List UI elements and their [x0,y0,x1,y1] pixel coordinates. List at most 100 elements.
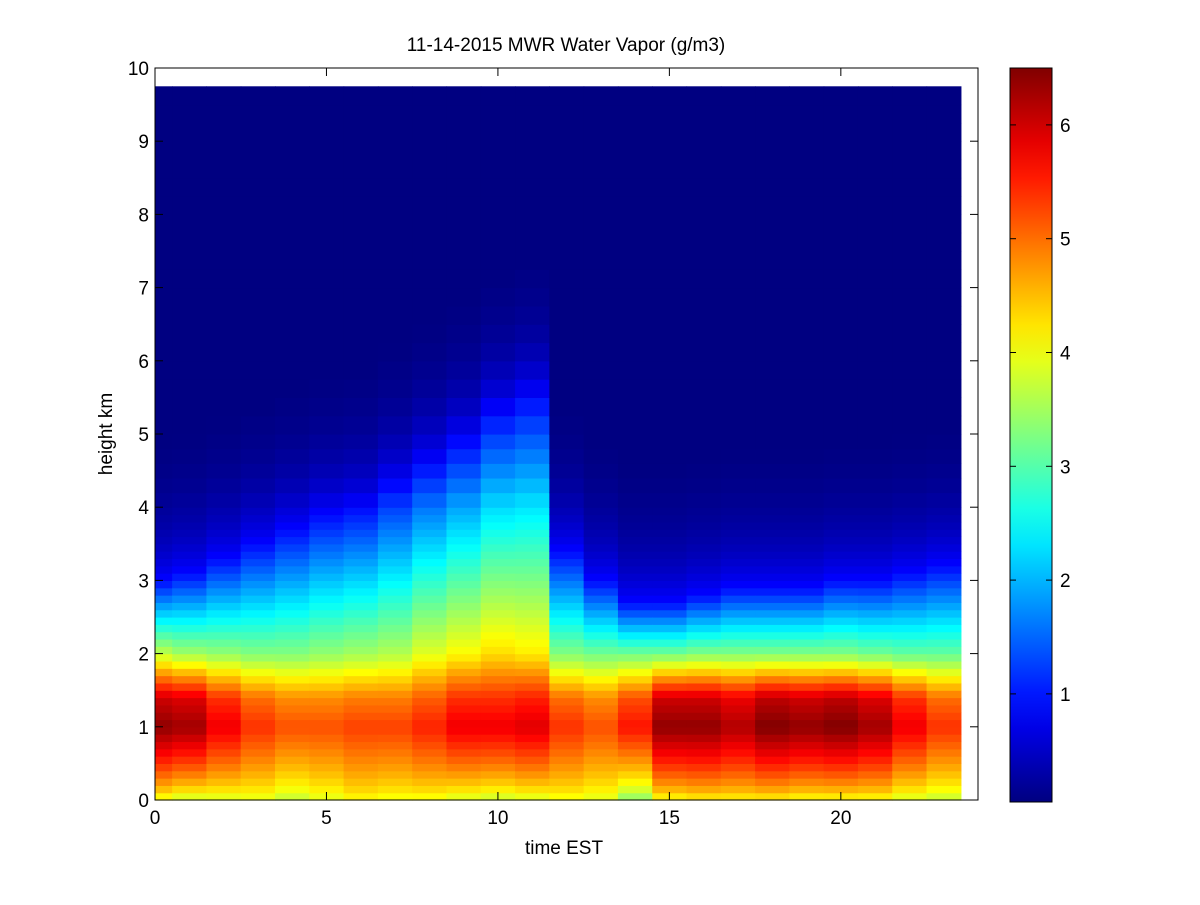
heatmap-cell [172,631,208,640]
heatmap-cell [926,792,962,801]
heatmap-cell [275,624,310,633]
heatmap-cell [583,492,619,508]
heatmap-cell [515,602,550,611]
heatmap-cell [172,712,208,721]
heatmap-cell [686,397,722,417]
heatmap-cell [343,214,379,234]
heatmap-cell [240,617,276,625]
heatmap-cell [343,609,379,618]
heatmap-cell [652,609,688,618]
heatmap-cell [892,269,928,289]
heatmap-cell [686,595,722,603]
heatmap-cell [583,463,619,479]
heatmap-cell [480,434,516,450]
heatmap-cell [343,477,379,494]
heatmap-cell [446,770,482,779]
heatmap-cell [720,529,756,538]
heatmap-cell [309,379,345,398]
heatmap-cell [720,617,756,625]
heatmap-cell [412,668,448,677]
heatmap-cell [583,565,619,574]
heatmap-cell [926,269,962,289]
heatmap-cell [892,551,928,560]
heatmap-cell [309,573,345,581]
heatmap-cell [343,602,379,611]
heatmap-cell [892,646,928,655]
heatmap-cell [583,122,619,142]
heatmap-cell [583,638,619,647]
heatmap-cell [343,86,379,106]
heatmap-cell [377,86,413,106]
heatmap-cell [412,543,448,552]
heatmap-cell [515,778,550,786]
heatmap-cell [309,631,345,640]
heatmap-cell [755,653,790,662]
heatmap-cell [789,682,825,691]
heatmap-cell [172,617,208,625]
heatmap-cell [480,778,516,786]
heatmap-cell [515,712,550,721]
heatmap-cell [309,741,345,750]
heatmap-cell [515,543,550,552]
heatmap-cell [343,792,379,801]
heatmap-cell [412,690,448,699]
heatmap-cell [155,543,173,552]
heatmap-cell [549,521,585,530]
heatmap-cell [720,668,756,677]
heatmap-cell [480,734,516,743]
heatmap-cell [652,141,688,161]
heatmap-cell [515,785,550,794]
heatmap-cell [720,587,756,596]
heatmap-cell [343,573,379,581]
heatmap-cell [515,463,550,479]
heatmap-cell [240,159,276,179]
heatmap-cell [617,690,653,699]
heatmap-cell [652,269,688,289]
heatmap-cell [857,251,893,270]
heatmap-cell [172,448,208,464]
heatmap-cell [480,587,516,596]
heatmap-cell [617,748,653,757]
heatmap-cell [926,492,962,508]
heatmap-cell [823,690,859,699]
heatmap-cell [172,573,208,581]
heatmap-cell [652,580,688,589]
heatmap-cell [789,196,825,215]
heatmap-cell [412,682,448,691]
heatmap-cell [720,324,756,344]
heatmap-cell [480,543,516,552]
heatmap-cell [343,305,379,325]
heatmap-cell [343,415,379,435]
heatmap-cell [206,141,242,161]
heatmap-cell [823,521,859,530]
heatmap-cell [515,792,550,801]
heatmap-cell [240,214,276,234]
heatmap-cell [155,763,173,772]
heatmap-cell [446,756,482,764]
heatmap-cell [720,675,756,684]
heatmap-cell [789,778,825,786]
heatmap-cell [720,492,756,508]
heatmap-cell [549,617,585,625]
heatmap-cell [755,159,790,179]
heatmap-cell [686,726,722,735]
heatmap-cell [480,448,516,464]
heatmap-cell [240,514,276,523]
heatmap-cell [892,342,928,362]
heatmap-cell [652,122,688,142]
heatmap-cell [549,726,585,735]
heatmap-cell [926,602,962,611]
heatmap-cell [652,86,688,106]
heatmap-cell [240,287,276,307]
heatmap-cell [617,638,653,647]
heatmap-cell [206,704,242,713]
heatmap-cell [275,573,310,581]
heatmap-cell [789,624,825,633]
heatmap-cell [240,397,276,417]
heatmap-cell [583,595,619,603]
heatmap-cell [823,719,859,728]
heatmap-cell [515,646,550,655]
heatmap-cell [515,631,550,640]
heatmap-cell [686,521,722,530]
heatmap-cell [892,305,928,325]
